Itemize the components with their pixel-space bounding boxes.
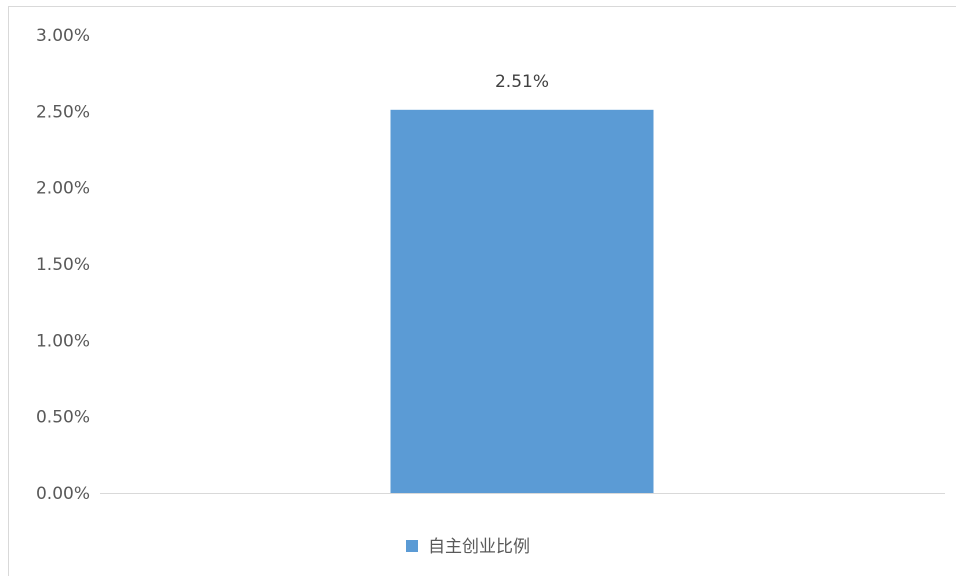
y-tick-label: 0.00% bbox=[36, 484, 90, 504]
y-tick-label: 1.00% bbox=[36, 331, 90, 351]
y-tick-label: 2.00% bbox=[36, 179, 90, 199]
legend-swatch bbox=[406, 540, 418, 552]
legend-label: 自主创业比例 bbox=[428, 537, 530, 557]
data-labels: 2.51% bbox=[495, 72, 549, 92]
y-tick-label: 1.50% bbox=[36, 255, 90, 275]
legend: 自主创业比例 bbox=[406, 537, 530, 557]
bars bbox=[390, 109, 654, 493]
y-tick-label: 3.00% bbox=[36, 26, 90, 46]
y-tick-label: 0.50% bbox=[36, 408, 90, 428]
y-axis-ticks: 0.00% 0.50% 1.00% 1.50% 2.00% 2.50% 3.00% bbox=[36, 26, 90, 504]
y-tick-label: 2.50% bbox=[36, 102, 90, 122]
bar bbox=[390, 109, 654, 493]
data-label: 2.51% bbox=[495, 72, 549, 92]
